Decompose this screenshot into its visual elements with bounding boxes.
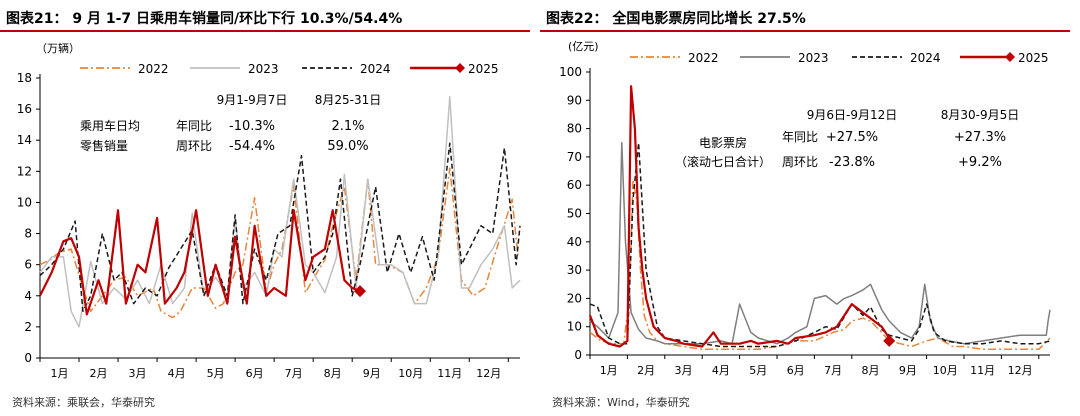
legend-label: 2022 [138, 62, 169, 76]
annotation-column-head: 8月30-9月5日 [941, 108, 1020, 122]
annotation-column-head: 9月6日-9月12日 [807, 108, 898, 122]
series-line-2022 [589, 178, 1051, 351]
series-line-2025 [588, 85, 891, 348]
annotation-value: -10.3% [229, 119, 275, 134]
y-tick-label: 4 [24, 289, 32, 303]
x-tick-label: 1月 [51, 367, 69, 380]
legend-marker [1005, 52, 1015, 62]
y-tick-label: 6 [24, 258, 32, 272]
annotation-column-head: 9月1-9月7日 [217, 93, 288, 107]
annotation-value: +9.2% [958, 155, 1002, 170]
x-tick-label: 7月 [285, 367, 303, 380]
annotation-row-head: 零售销量 [80, 138, 128, 153]
x-tick-label: 11月 [437, 367, 462, 380]
x-tick-label: 4月 [712, 364, 730, 377]
y-tick-label: 0 [574, 348, 582, 362]
line-chart-svg: （万辆） 0 2 4 6 8 10 12 14 16 18 1月 2月 3月 4月 5月 6月 7月 8月 9月 10月… [17, 41, 521, 380]
annotation-metric-label: 周环比 [176, 139, 212, 153]
annotation-metric-label: 周环比 [782, 155, 818, 169]
legend-label: 2025 [1018, 51, 1049, 65]
x-tick-label: 1月 [600, 364, 618, 377]
legend-label: 2023 [248, 62, 279, 76]
series-line-2022 [39, 167, 519, 319]
title-rule [540, 30, 1070, 32]
y-tick-label: 10 [567, 320, 582, 334]
x-tick-label: 8月 [861, 364, 879, 377]
source-note: 资料来源：乘联会，华泰研究 [12, 396, 155, 409]
series-end-marker [354, 285, 366, 298]
series-line-2024 [589, 142, 1051, 348]
x-tick-label: 5月 [207, 367, 225, 380]
y-tick-label: 20 [567, 291, 582, 305]
x-tick-label: 5月 [749, 364, 767, 377]
series-line-2024 [39, 142, 521, 313]
legend-label: 2022 [688, 51, 719, 65]
annotation-row-head: 电影票房 [699, 135, 747, 150]
y-tick-label: 90 [567, 93, 582, 107]
annotation-value: -54.4% [229, 139, 275, 154]
x-tick-label: 10月 [398, 367, 423, 380]
annotation-column-head: 8月25-31日 [315, 93, 382, 107]
title-rule [0, 30, 530, 32]
x-tick-label: 2月 [637, 364, 655, 377]
annotation-value: +27.3% [954, 130, 1006, 145]
chart-panel-right: 图表22： 全国电影票房同比增长 27.5% (亿元) 0 10 20 30 40 50 60… [540, 0, 1080, 416]
legend-label: 2024 [910, 51, 941, 65]
y-tick-label: 50 [567, 207, 582, 221]
x-tick-label: 10月 [933, 364, 958, 377]
y-tick-label: 16 [17, 102, 32, 116]
legend-label: 2023 [798, 51, 829, 65]
annotation-value: +27.5% [826, 130, 878, 145]
series-line-2023 [589, 142, 1051, 345]
y-tick-label: 18 [17, 71, 32, 85]
series-line-2025 [39, 209, 361, 316]
y-axis-unit: (亿元) [568, 40, 599, 53]
x-tick-label: 9月 [899, 364, 917, 377]
annotation-row-head: （滚动七日合计） [675, 154, 771, 169]
x-tick-label: 11月 [970, 364, 995, 377]
y-tick-label: 100 [559, 65, 582, 79]
y-tick-label: 0 [24, 351, 32, 365]
legend-label: 2025 [468, 62, 499, 76]
annotation-value: -23.8% [829, 155, 875, 170]
y-tick-label: 30 [567, 263, 582, 277]
series-line-2023 [39, 95, 521, 328]
y-tick-label: 70 [567, 150, 582, 164]
chart-panel-left: 图表21： 9 月 1-7 日乘用车销量同/环比下行 10.3%/54.4% （… [0, 11, 530, 409]
annotation-row-head: 乘用车日均 [80, 118, 140, 133]
x-tick-label: 2月 [90, 367, 108, 380]
x-tick-label: 4月 [168, 367, 186, 380]
y-tick-label: 80 [567, 122, 582, 136]
figure-title: 图表22： 全国电影票房同比增长 27.5% [546, 11, 806, 27]
x-tick-label: 9月 [363, 367, 381, 380]
x-tick-label: 6月 [787, 364, 805, 377]
annotation-value: 2.1% [331, 119, 364, 134]
x-tick-label: 3月 [129, 367, 147, 380]
x-tick-label: 12月 [1008, 364, 1033, 377]
y-tick-label: 40 [567, 235, 582, 249]
y-axis-unit: （万辆） [36, 41, 80, 55]
source-note: 资料来源：Wind，华泰研究 [552, 396, 690, 409]
x-tick-label: 6月 [246, 367, 264, 380]
x-tick-label: 8月 [324, 367, 342, 380]
x-tick-label: 12月 [476, 367, 501, 380]
y-tick-label: 60 [567, 178, 582, 192]
figure-title: 图表21： 9 月 1-7 日乘用车销量同/环比下行 10.3%/54.4% [6, 11, 403, 27]
y-tick-label: 12 [17, 164, 32, 178]
y-tick-label: 14 [17, 133, 32, 147]
y-tick-label: 10 [17, 195, 32, 209]
annotation-metric-label: 年同比 [782, 130, 818, 144]
legend-label: 2024 [360, 62, 391, 76]
x-tick-label: 3月 [674, 364, 692, 377]
x-tick-label: 7月 [824, 364, 842, 377]
series-end-marker [883, 334, 896, 347]
annotation-metric-label: 年同比 [176, 119, 212, 133]
legend-marker [455, 63, 465, 73]
y-tick-label: 8 [24, 227, 32, 241]
y-tick-label: 2 [24, 320, 32, 334]
annotation-value: 59.0% [327, 139, 368, 154]
line-chart-svg: (亿元) 0 10 20 30 40 50 60 70 80 90 100 1月 2月 3月 4月 5月 6月 7月… [559, 40, 1051, 377]
